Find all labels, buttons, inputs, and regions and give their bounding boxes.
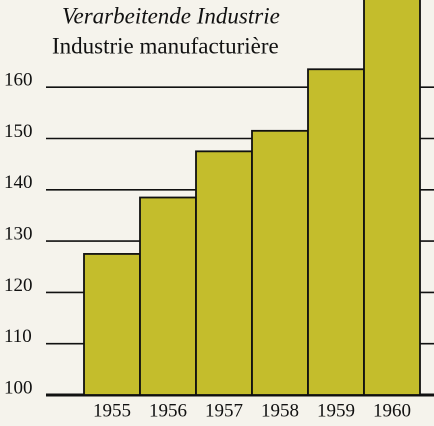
bar	[251, 129, 309, 396]
x-tick-label: 1956	[149, 400, 187, 421]
x-tick-label: 1955	[93, 400, 131, 421]
y-tick-label: 140	[4, 172, 33, 193]
bar	[307, 68, 365, 396]
y-tick-label: 110	[4, 326, 32, 347]
chart-title: Verarbeitende Industrie	[62, 3, 280, 28]
bar-layer	[83, 0, 421, 396]
label-layer: 100 110 120 130 140 150 160 1955 1956 1957 1958 195…	[4, 70, 411, 422]
bar	[195, 150, 253, 396]
y-tick-label: 100	[4, 377, 33, 398]
x-tick-label: 1959	[317, 400, 355, 421]
x-tick-label: 1957	[205, 400, 243, 421]
x-tick-label: 1960	[373, 400, 411, 421]
y-tick-label: 150	[4, 121, 33, 142]
x-tick-label: 1958	[261, 400, 299, 421]
chart-subtitle: Industrie manufacturière	[52, 33, 279, 58]
bar	[363, 0, 421, 396]
y-tick-label: 120	[4, 275, 33, 296]
bar	[83, 253, 141, 396]
bar	[139, 196, 197, 396]
y-tick-label: 160	[4, 70, 33, 91]
y-tick-label: 130	[4, 223, 33, 244]
title-backdrop	[58, 6, 358, 62]
